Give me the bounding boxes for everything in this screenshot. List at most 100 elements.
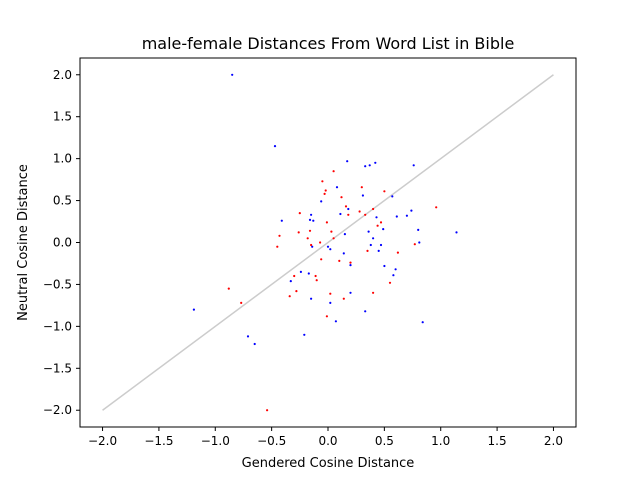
data-point <box>364 213 367 216</box>
data-point <box>227 287 230 290</box>
data-point <box>253 342 256 346</box>
data-point <box>338 259 341 262</box>
data-point <box>379 221 383 224</box>
data-point <box>307 272 310 275</box>
data-point <box>289 280 292 283</box>
data-point <box>395 215 398 218</box>
data-point <box>231 73 234 76</box>
data-point <box>410 209 413 212</box>
series-1 <box>192 73 458 346</box>
data-point <box>413 243 416 246</box>
data-point <box>314 274 317 278</box>
data-point <box>280 219 283 222</box>
data-point <box>332 170 335 173</box>
data-point <box>374 161 377 164</box>
x-tick-label: 2.0 <box>544 434 563 448</box>
data-point <box>405 214 408 217</box>
data-point <box>312 219 315 222</box>
y-tick-label: 0.0 <box>53 236 72 250</box>
data-point <box>349 291 352 294</box>
data-point <box>347 213 350 216</box>
data-point <box>308 229 312 232</box>
data-point <box>421 321 424 324</box>
data-point <box>298 212 301 215</box>
data-point <box>299 270 302 273</box>
x-tick-label: 1.5 <box>488 434 507 448</box>
data-point <box>335 186 339 189</box>
data-point <box>240 301 243 304</box>
reference-line-layer <box>102 74 554 411</box>
data-point <box>329 248 332 251</box>
data-point <box>326 245 330 248</box>
data-point <box>435 206 438 209</box>
x-tick-label: −1.0 <box>201 434 230 448</box>
data-point <box>293 274 296 278</box>
x-axis: −2.0 −1.5 −1.0 −0.5 0.0 0.5 1.0 1.5 2.0 <box>88 427 563 448</box>
x-tick-label: −1.5 <box>144 434 173 448</box>
data-point <box>349 261 352 264</box>
data-point <box>455 231 458 234</box>
data-point <box>382 228 385 231</box>
chart-title: male-female Distances From Word List in … <box>142 34 515 53</box>
data-point <box>320 258 323 261</box>
data-point <box>266 409 269 412</box>
x-axis-label: Gendered Cosine Distance <box>242 456 415 471</box>
data-point <box>306 237 309 240</box>
data-point <box>346 160 349 163</box>
data-point <box>320 200 323 203</box>
data-point <box>372 207 375 211</box>
data-point <box>392 274 395 277</box>
data-point <box>347 207 350 211</box>
data-point <box>246 335 250 338</box>
data-point <box>368 164 371 167</box>
data-point <box>303 333 306 336</box>
data-point <box>323 192 326 195</box>
data-point <box>329 292 332 295</box>
data-point <box>377 249 380 252</box>
data-point <box>369 243 372 247</box>
data-point <box>343 233 346 236</box>
data-point <box>360 186 363 189</box>
reference-line <box>102 74 554 411</box>
data-point <box>366 249 369 252</box>
data-point <box>394 268 397 271</box>
y-tick-label: −1.5 <box>43 361 72 375</box>
data-point <box>325 221 328 224</box>
data-point <box>192 308 195 311</box>
data-point <box>412 164 415 167</box>
data-point <box>310 297 313 300</box>
data-point <box>417 228 420 231</box>
data-point <box>329 301 332 304</box>
data-point <box>342 252 345 255</box>
y-tick-label: −2.0 <box>43 403 72 417</box>
data-point <box>364 310 367 313</box>
data-point <box>349 264 352 267</box>
data-point <box>325 315 328 318</box>
data-point <box>288 295 291 298</box>
data-point <box>311 245 314 248</box>
data-point <box>361 194 364 197</box>
data-point <box>332 237 335 240</box>
data-point <box>358 210 361 213</box>
x-tick-label: −0.5 <box>257 434 286 448</box>
data-point <box>396 251 399 254</box>
y-tick-label: −0.5 <box>43 277 72 291</box>
data-point <box>340 196 343 199</box>
data-point <box>297 231 300 234</box>
data-point <box>273 145 277 148</box>
data-point <box>367 230 370 233</box>
y-axis: −2.0 −1.5 −1.0 −0.5 0.0 0.5 1.0 1.5 2.0 <box>43 68 80 417</box>
data-point <box>391 195 394 198</box>
data-point <box>364 165 367 168</box>
data-point <box>344 205 348 208</box>
data-point <box>342 297 345 300</box>
data-point <box>376 224 379 227</box>
y-tick-label: 0.5 <box>53 194 72 208</box>
data-point <box>383 190 386 193</box>
series-layer <box>192 73 458 412</box>
data-point <box>334 320 337 323</box>
x-tick-label: 0.0 <box>318 434 337 448</box>
